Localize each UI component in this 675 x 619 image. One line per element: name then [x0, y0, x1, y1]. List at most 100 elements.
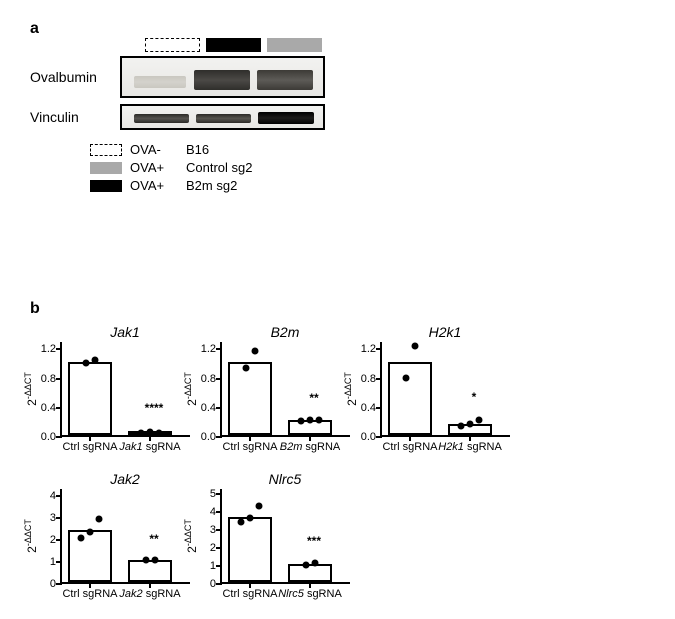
- x-tick-label: Nlrc5 sgRNA: [278, 588, 342, 600]
- data-point: [311, 560, 318, 567]
- lane-marker-dashed: [145, 38, 200, 52]
- x-tick-label: H2k1 sgRNA: [438, 441, 502, 453]
- data-point: [256, 502, 263, 509]
- y-tick: [376, 348, 382, 350]
- legend-text: OVA+Control sg2: [130, 160, 252, 175]
- data-point: [151, 556, 158, 563]
- y-tick: [56, 348, 62, 350]
- blot-label: Vinculin: [30, 109, 120, 125]
- bar: [388, 362, 432, 435]
- data-point: [156, 429, 163, 436]
- band: [194, 70, 250, 90]
- y-tick-label: 1.2: [192, 343, 216, 355]
- band: [134, 76, 186, 88]
- x-tick-label: B2m sgRNA: [280, 441, 341, 453]
- data-point: [96, 516, 103, 523]
- bar: [288, 564, 332, 582]
- legend-row: OVA+Control sg2: [90, 160, 645, 175]
- significance-marker: ***: [307, 534, 321, 548]
- data-point: [458, 423, 465, 430]
- band: [258, 112, 314, 124]
- bar-chart: Jak2 012342-ΔΔCTCtrl sgRNAJak2 sgRNA**: [60, 471, 190, 584]
- panel-a: a OvalbuminVinculin OVA-B16OVA+Control s…: [30, 20, 645, 280]
- legend-row: OVA+B2m sg2: [90, 178, 645, 193]
- data-point: [476, 417, 483, 424]
- y-axis-label: 2-ΔΔCT: [23, 372, 39, 406]
- chart-axes: 0.00.40.81.22-ΔΔCTCtrl sgRNAH2k1 sgRNA*: [380, 342, 510, 437]
- band: [134, 114, 189, 123]
- data-point: [467, 421, 474, 428]
- y-tick-label: 0: [192, 578, 216, 590]
- y-tick-label: 4: [192, 506, 216, 518]
- x-tick-label: Jak2 sgRNA: [119, 588, 180, 600]
- y-tick: [56, 517, 62, 519]
- bar: [68, 530, 112, 582]
- y-tick: [216, 529, 222, 531]
- chart-axes: 0.00.40.81.22-ΔΔCTCtrl sgRNAB2m sgRNA**: [220, 342, 350, 437]
- panel-a-label: a: [30, 20, 645, 38]
- x-tick-label: Ctrl sgRNA: [222, 588, 277, 600]
- x-tick-label: Ctrl sgRNA: [382, 441, 437, 453]
- y-tick-label: 0.0: [352, 431, 376, 443]
- data-point: [307, 417, 314, 424]
- y-tick-label: 1.2: [352, 343, 376, 355]
- data-point: [402, 375, 409, 382]
- data-point: [316, 416, 323, 423]
- y-tick: [376, 436, 382, 438]
- x-tick-label: Ctrl sgRNA: [62, 588, 117, 600]
- y-axis-label: 2-ΔΔCT: [183, 519, 199, 553]
- y-tick: [216, 511, 222, 513]
- y-tick-label: 1: [192, 560, 216, 572]
- y-tick: [216, 583, 222, 585]
- data-point: [142, 556, 149, 563]
- data-point: [242, 364, 249, 371]
- data-point: [411, 342, 418, 349]
- chart-title: Nlrc5: [220, 471, 350, 487]
- y-axis-label: 2-ΔΔCT: [183, 372, 199, 406]
- significance-marker: *: [472, 390, 477, 404]
- data-point: [251, 347, 258, 354]
- y-tick: [56, 583, 62, 585]
- band: [196, 114, 251, 123]
- data-point: [302, 561, 309, 568]
- chart-axes: 012342-ΔΔCTCtrl sgRNAJak2 sgRNA**: [60, 489, 190, 584]
- bar-chart: B2m 0.00.40.81.22-ΔΔCTCtrl sgRNAB2m sgRNA…: [220, 324, 350, 437]
- y-tick-label: 5: [192, 488, 216, 500]
- x-tick-label: Jak1 sgRNA: [119, 441, 180, 453]
- blot-row: Ovalbumin: [120, 56, 645, 98]
- y-axis-label: 2-ΔΔCT: [23, 519, 39, 553]
- y-tick: [56, 539, 62, 541]
- y-tick: [216, 378, 222, 380]
- y-tick-label: 0: [32, 578, 56, 590]
- lane-markers: [145, 38, 645, 52]
- western-blot: Ovalbumin Vinculin: [120, 38, 645, 130]
- bar-charts-row-2: Jak2 012342-ΔΔCTCtrl sgRNAJak2 sgRNA** Nlr…: [60, 471, 645, 584]
- y-tick-label: 1.2: [32, 343, 56, 355]
- data-point: [138, 429, 145, 436]
- legend-swatch: [90, 180, 122, 192]
- legend-swatch: [90, 162, 122, 174]
- legend-text: OVA+B2m sg2: [130, 178, 237, 193]
- y-tick: [56, 561, 62, 563]
- data-point: [247, 515, 254, 522]
- blot-row: Vinculin: [120, 104, 645, 130]
- bar: [128, 560, 172, 582]
- significance-marker: **: [149, 532, 158, 546]
- y-tick: [56, 378, 62, 380]
- bar-chart: Jak10.00.40.81.22-ΔΔCTCtrl sgRNAJak1 sgR…: [60, 324, 190, 437]
- bar-chart: H2k10.00.40.81.22-ΔΔCTCtrl sgRNAH2k1 sgR…: [380, 324, 510, 437]
- chart-title: Jak2: [60, 471, 190, 487]
- y-tick: [56, 407, 62, 409]
- data-point: [87, 529, 94, 536]
- bar: [228, 362, 272, 435]
- blot-label: Ovalbumin: [30, 69, 120, 85]
- chart-title: B2m: [220, 324, 350, 340]
- y-tick: [56, 495, 62, 497]
- y-tick: [216, 493, 222, 495]
- data-point: [147, 429, 154, 436]
- chart-axes: 0.00.40.81.22-ΔΔCTCtrl sgRNAJak1 sgRNA**…: [60, 342, 190, 437]
- y-tick: [216, 348, 222, 350]
- x-tick-label: Ctrl sgRNA: [222, 441, 277, 453]
- significance-marker: ****: [145, 401, 164, 415]
- panel-b: b Jak10.00.40.81.22-ΔΔCTCtrl sgRNAJak1 s…: [30, 300, 645, 584]
